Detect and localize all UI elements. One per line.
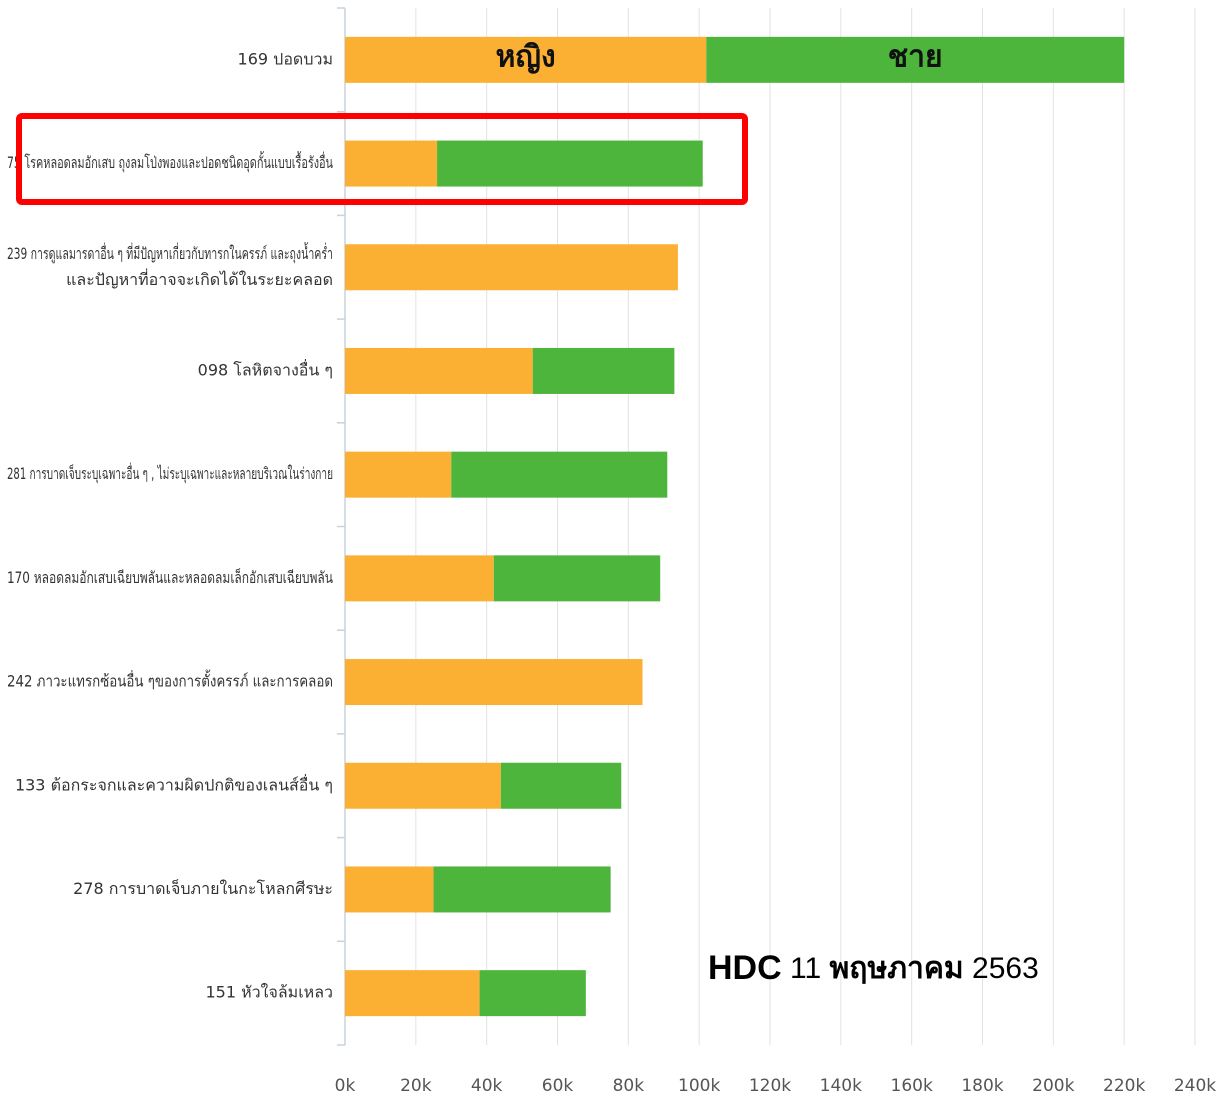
y-tick-label: 242 ภาวะแทรกซ้อนอื่น ๆของการตั้งครรภ์ แล… — [7, 670, 333, 691]
bar-segment — [345, 866, 434, 913]
x-tick-label: 140k — [820, 1076, 862, 1096]
bar-segment — [493, 555, 661, 602]
y-tick-label: 281 การบาดเจ็บระบุเฉพาะอื่น ๆ , ไม่ระบุเ… — [7, 462, 333, 484]
y-tick-label: 151 หัวใจล้มเหลว — [206, 983, 334, 1002]
y-tick-label: และปัญหาที่อาจจะเกิดได้ในระยะคลอด — [66, 268, 333, 289]
bar-segment — [345, 451, 452, 498]
labels: 0k 20k 40k 60k 80k 100k 120k 140k 160k 180k 200k 22… — [7, 39, 1216, 1096]
x-tick-label: 100k — [678, 1076, 720, 1096]
x-tick-label: 0k — [335, 1076, 356, 1096]
y-tick-label: 098 โลหิตจางอื่น ๆ — [198, 358, 333, 379]
x-tick-label: 60k — [542, 1076, 574, 1096]
bar-segment — [345, 140, 438, 187]
bar-segment — [345, 555, 494, 602]
bar-segment — [532, 347, 675, 394]
bar-segment — [345, 970, 480, 1017]
x-tick-label: 80k — [613, 1076, 645, 1096]
x-tick-label: 160k — [891, 1076, 933, 1096]
x-tick-label: 180k — [961, 1076, 1003, 1096]
series-label: หญิง — [496, 39, 556, 74]
x-tick-label: 240k — [1174, 1076, 1216, 1096]
annotation-source: HDC — [708, 949, 782, 987]
y-tick-label: 278 การบาดเจ็บภายในกะโหลกศีรษะ — [73, 878, 333, 898]
bar-segment — [345, 762, 501, 809]
y-tick-label: 169 ปอดบวม — [238, 49, 333, 68]
annotation-year: 2563 — [972, 952, 1039, 985]
y-tick-label: 239 การดูแลมารดาอื่น ๆ ที่มีปัญหาเกี่ยวก… — [7, 242, 333, 264]
annotation-month: พฤษภาคม — [830, 952, 964, 985]
bars — [345, 36, 1125, 1017]
y-tick-label: 170 หลอดลมอักเสบเฉียบพลันและหลอดลมเล็กอั… — [7, 567, 333, 587]
series-label: ชาย — [888, 39, 943, 74]
bar-segment — [706, 36, 1125, 83]
annotation-day: 11 — [790, 952, 821, 985]
bar-segment — [345, 36, 707, 83]
x-tick-label: 200k — [1032, 1076, 1074, 1096]
bar-segment — [500, 762, 622, 809]
x-tick-label: 20k — [400, 1076, 432, 1096]
x-tick-label: 40k — [471, 1076, 503, 1096]
y-tick-label: 75 โรคหลอดลมอักเสบ ถุงลมโป่งพองและปอดชนิ… — [7, 151, 333, 173]
bar-segment — [345, 659, 643, 706]
y-tick-label: 133 ต้อกระจกและความผิดปกติของเลนส์อื่น ๆ — [15, 773, 333, 794]
bar-segment — [451, 451, 668, 498]
bar-segment — [345, 244, 678, 291]
bar-segment — [345, 347, 533, 394]
x-tick-label: 120k — [749, 1076, 791, 1096]
x-tick-label: 220k — [1103, 1076, 1145, 1096]
highlight-box — [16, 113, 748, 205]
bar-segment — [479, 970, 586, 1017]
annotation: HDC 11 พฤษภาคม 2563 — [708, 949, 1039, 987]
bar-segment — [433, 866, 611, 913]
bar-segment — [437, 140, 703, 187]
